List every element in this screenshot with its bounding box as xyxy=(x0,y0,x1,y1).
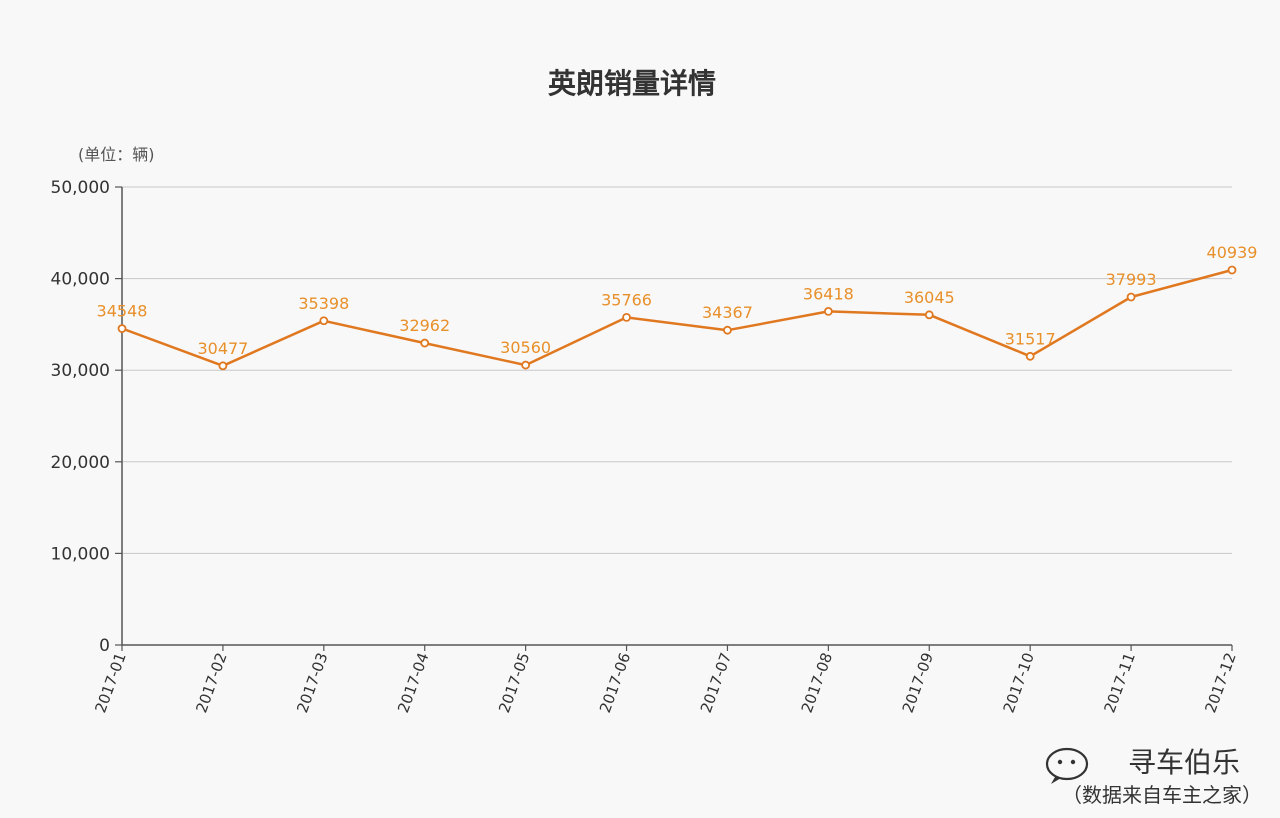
data-point xyxy=(521,360,531,370)
x-tick-label: 2017-05 xyxy=(495,650,533,715)
data-labels: 34548 30477 35398 32962 30560 35766 34367 36418… xyxy=(97,243,1258,358)
data-point xyxy=(723,325,732,335)
y-tick-label: 50,000 xyxy=(51,178,110,198)
x-tick-label: 2017-03 xyxy=(293,650,331,715)
data-label: 35766 xyxy=(601,290,652,309)
x-tick-label: 2017-01 xyxy=(91,650,129,715)
data-point xyxy=(117,324,127,333)
data-label: 40939 xyxy=(1207,243,1258,262)
data-point xyxy=(319,316,329,326)
data-point xyxy=(622,312,631,322)
x-tick-label: 2017-04 xyxy=(394,650,432,715)
watermark-brand: 寻车伯乐 xyxy=(1128,746,1240,779)
data-point xyxy=(823,307,833,316)
watermark-source: （数据来自车主之家） xyxy=(1062,783,1262,807)
x-tick-label: 2017-11 xyxy=(1100,650,1138,715)
y-tick-label: 30,000 xyxy=(51,361,110,381)
data-label: 30477 xyxy=(197,339,248,358)
x-axis-ticks: 2017-01 2017-02 2017-03 2017-04 2017-05 2017-… xyxy=(91,645,1240,715)
x-tick-label: 2017-12 xyxy=(1201,650,1239,715)
data-point xyxy=(1126,292,1136,302)
wechat-icon xyxy=(1045,747,1089,784)
data-point xyxy=(924,310,934,320)
data-label: 32962 xyxy=(399,316,450,335)
data-label: 30560 xyxy=(500,338,551,357)
series-sales xyxy=(117,265,1237,371)
data-label: 36045 xyxy=(904,288,955,307)
watermark: 寻车伯乐 （数据来自车主之家） xyxy=(1045,746,1262,807)
unit-label: (单位：辆) xyxy=(78,145,155,164)
data-label: 34548 xyxy=(97,302,148,321)
x-tick-label: 2017-06 xyxy=(596,650,634,715)
x-tick-label: 2017-02 xyxy=(192,650,230,715)
y-tick-label: 20,000 xyxy=(51,453,110,473)
y-tick-label: 40,000 xyxy=(51,270,110,290)
grid-lines xyxy=(122,186,1232,554)
data-label: 34367 xyxy=(702,303,753,322)
data-point xyxy=(420,338,430,348)
data-label: 37993 xyxy=(1106,270,1157,289)
y-tick-label: 0 xyxy=(99,636,110,656)
y-axis-ticks: 0 10,000 20,000 30,000 40,000 50,000 xyxy=(51,178,122,656)
x-tick-label: 2017-09 xyxy=(899,650,937,715)
data-point xyxy=(218,361,228,371)
y-tick-label: 10,000 xyxy=(51,544,110,564)
x-tick-label: 2017-07 xyxy=(697,650,735,715)
data-label: 35398 xyxy=(298,294,349,313)
series-line xyxy=(121,268,1233,368)
data-label: 36418 xyxy=(803,284,854,303)
data-point xyxy=(1025,351,1035,361)
x-tick-label: 2017-08 xyxy=(798,650,836,715)
data-point xyxy=(1227,265,1237,275)
x-tick-label: 2017-10 xyxy=(1000,650,1038,715)
chart-title: 英朗销量详情 xyxy=(548,67,716,100)
data-label: 31517 xyxy=(1005,329,1056,348)
